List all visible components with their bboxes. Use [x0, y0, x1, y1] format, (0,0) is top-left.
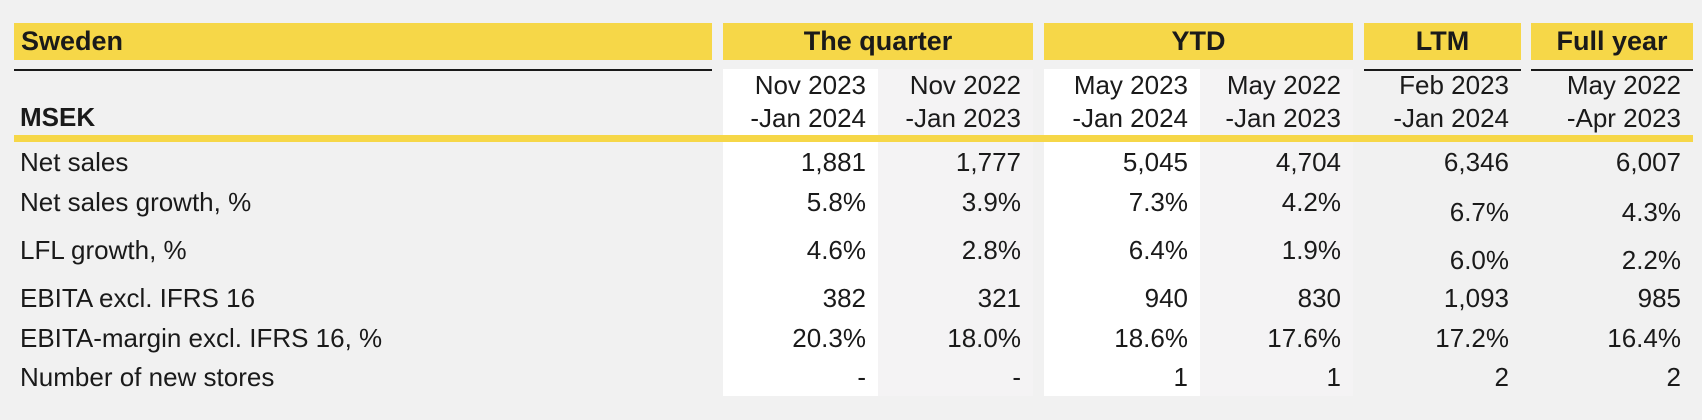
header-rule: [1531, 60, 1693, 71]
table-row-lfl-growth: LFL growth, % 4.6% 2.8% 6.4% 1.9% 6.0% 2…: [14, 230, 1693, 275]
period-end: -Jan 2024: [1072, 103, 1188, 133]
row-label: Number of new stores: [20, 361, 275, 392]
column-highlight: [1044, 69, 1200, 396]
value-cell: -: [1012, 361, 1021, 392]
yellow-divider: [14, 135, 1693, 142]
group-header-quarter: The quarter: [723, 23, 1033, 60]
value-cell: 6,346: [1443, 146, 1509, 177]
value-cell: 1: [1326, 361, 1341, 392]
value-cell: 18.0%: [947, 322, 1021, 353]
value-cell: 2: [1666, 361, 1681, 392]
period-start: May 2023: [1073, 70, 1188, 100]
row-label: Net sales: [20, 146, 129, 177]
value-cell: 382: [822, 282, 866, 313]
value-cell: 6,007: [1615, 146, 1681, 177]
period-end: -Jan 2023: [905, 103, 1021, 133]
table-row-new-stores: Number of new stores - - 1 1 2 2: [14, 358, 1693, 396]
value-cell: 16.4%: [1607, 322, 1681, 353]
column-highlight: [723, 69, 878, 396]
table-row-ebita: EBITA excl. IFRS 16 382 321 940 830 1,09…: [14, 278, 1693, 318]
value-cell: 20.3%: [792, 322, 866, 353]
row-label: Net sales growth, %: [20, 186, 252, 217]
value-cell: 2.8%: [961, 234, 1021, 265]
value-cell: 1,881: [800, 146, 866, 177]
value-cell: 321: [977, 282, 1021, 313]
value-cell: 17.2%: [1435, 322, 1509, 353]
value-cell: 5,045: [1122, 146, 1188, 177]
value-cell: 6.0%: [1449, 244, 1509, 275]
value-cell: 985: [1637, 282, 1681, 313]
unit-label: MSEK: [20, 102, 96, 132]
value-cell: 6.7%: [1449, 196, 1509, 227]
header-rule-row: [14, 60, 1693, 71]
value-cell: 6.4%: [1128, 234, 1188, 265]
table-body: MSEK Nov 2023 -Jan 2024 Nov 2022 -Jan 20…: [14, 69, 1693, 396]
value-cell: 940: [1144, 282, 1188, 313]
group-header-fullyear: Full year: [1531, 23, 1693, 60]
value-cell: 17.6%: [1267, 322, 1341, 353]
group-header-ytd: YTD: [1044, 23, 1353, 60]
group-header-ltm: LTM: [1364, 23, 1521, 60]
value-cell: 4,704: [1275, 146, 1341, 177]
table-row-ebita-margin: EBITA-margin excl. IFRS 16, % 20.3% 18.0…: [14, 318, 1693, 358]
region-header: Sweden: [14, 23, 712, 60]
value-cell: 1,777: [955, 146, 1021, 177]
period-header-row: MSEK Nov 2023 -Jan 2024 Nov 2022 -Jan 20…: [14, 69, 1693, 135]
table-row-net-sales-growth: Net sales growth, % 5.8% 3.9% 7.3% 4.2% …: [14, 182, 1693, 227]
header-rule: [14, 60, 712, 71]
table-row-net-sales: Net sales 1,881 1,777 5,045 4,704 6,346 …: [14, 142, 1693, 182]
value-cell: 4.2%: [1281, 186, 1341, 217]
period-end: -Jan 2024: [750, 103, 866, 133]
value-cell: 4.3%: [1621, 196, 1681, 227]
value-cell: -: [857, 361, 866, 392]
period-start: May 2022: [1226, 70, 1341, 100]
period-start: Nov 2022: [909, 70, 1021, 100]
value-cell: 1: [1173, 361, 1188, 392]
value-cell: 18.6%: [1114, 322, 1188, 353]
value-cell: 1,093: [1443, 282, 1509, 313]
period-start: Nov 2023: [754, 70, 866, 100]
value-cell: 5.8%: [806, 186, 866, 217]
period-end: -Jan 2023: [1225, 103, 1341, 133]
header-rule: [1364, 60, 1521, 71]
financial-table: Sweden The quarter YTD LTM Full year MSE…: [14, 23, 1693, 396]
period-end: -Apr 2023: [1566, 103, 1681, 133]
column-highlight: [878, 69, 1033, 396]
group-header-row: Sweden The quarter YTD LTM Full year: [14, 23, 1693, 60]
column-highlight: [1200, 69, 1353, 396]
value-cell: 1.9%: [1281, 234, 1341, 265]
period-start: Feb 2023: [1399, 70, 1509, 100]
value-cell: 2.2%: [1621, 244, 1681, 275]
period-end: -Jan 2024: [1393, 103, 1509, 133]
row-label: EBITA-margin excl. IFRS 16, %: [20, 322, 383, 353]
row-label: EBITA excl. IFRS 16: [20, 282, 256, 313]
value-cell: 7.3%: [1128, 186, 1188, 217]
period-start: May 2022: [1566, 70, 1681, 100]
value-cell: 3.9%: [961, 186, 1021, 217]
value-cell: 2: [1494, 361, 1509, 392]
value-cell: 4.6%: [806, 234, 866, 265]
value-cell: 830: [1297, 282, 1341, 313]
row-label: LFL growth, %: [20, 234, 187, 265]
